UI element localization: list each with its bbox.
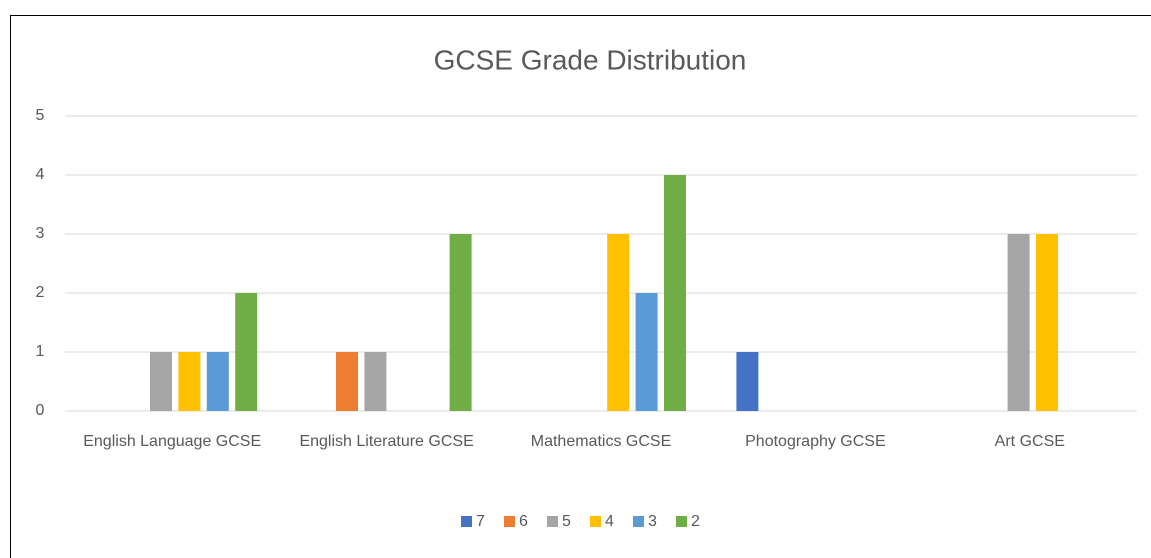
bar xyxy=(449,234,472,411)
legend-label: 5 xyxy=(562,513,571,530)
bar xyxy=(664,175,686,411)
legend-swatch xyxy=(504,516,515,527)
bar xyxy=(336,352,358,411)
bar xyxy=(1036,234,1058,411)
x-tick-label: Photography GCSE xyxy=(745,433,886,450)
legend-swatch xyxy=(676,516,687,527)
bar xyxy=(364,352,387,411)
chart-frame xyxy=(10,15,1151,558)
y-tick-label: 2 xyxy=(36,284,45,301)
bar xyxy=(736,352,759,411)
x-tick-label: Mathematics GCSE xyxy=(530,433,672,450)
legend-label: 6 xyxy=(519,513,528,530)
legend-label: 2 xyxy=(691,513,700,530)
bar xyxy=(607,234,630,411)
legend-label: 7 xyxy=(476,513,485,530)
bar xyxy=(635,293,658,411)
x-tick-label: English Literature GCSE xyxy=(299,433,474,450)
bar xyxy=(206,352,229,411)
y-tick-label: 5 xyxy=(36,107,45,124)
legend-swatch xyxy=(633,516,644,527)
y-tick-label: 1 xyxy=(36,343,45,360)
bar xyxy=(235,293,258,411)
x-tick-label: Art GCSE xyxy=(994,433,1065,450)
chart-title: GCSE Grade Distribution xyxy=(434,44,747,75)
legend-swatch xyxy=(461,516,472,527)
legend-label: 3 xyxy=(648,513,657,530)
x-tick-label: English Language GCSE xyxy=(83,433,262,450)
legend-label: 4 xyxy=(605,513,614,530)
y-tick-label: 4 xyxy=(36,166,45,183)
bar xyxy=(1007,234,1030,411)
bar xyxy=(150,352,172,411)
legend-swatch xyxy=(547,516,558,527)
legend-swatch xyxy=(590,516,601,527)
y-tick-label: 3 xyxy=(36,225,45,242)
bar xyxy=(178,352,201,411)
y-tick-label: 0 xyxy=(36,402,45,419)
